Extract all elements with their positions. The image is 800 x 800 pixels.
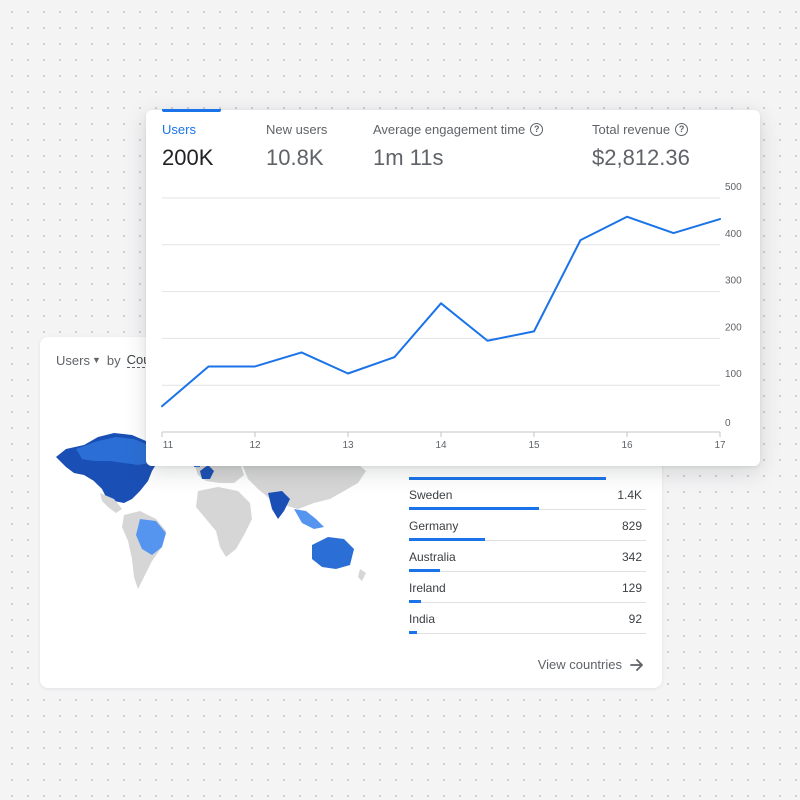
dropdown-caret-icon[interactable]: ▼ <box>91 355 101 365</box>
help-icon[interactable]: ? <box>675 123 689 136</box>
map-region-japan[interactable] <box>348 471 356 485</box>
metric-label: Users <box>162 122 196 137</box>
country-share-bar <box>409 477 606 480</box>
map-region-new-zealand[interactable] <box>358 569 366 581</box>
card-header: Users ▼ by Cou <box>56 352 151 368</box>
country-row[interactable]: Germany 829 <box>409 510 646 541</box>
users-line-chart[interactable]: 0 100 200 300 400 500 11 12 13 14 15 16 17 <box>146 110 760 466</box>
y-tick-label: 0 <box>725 418 731 429</box>
metrics-card: Users 200K New users 10.8K Average engag… <box>146 109 760 466</box>
y-tick-label: 500 <box>725 182 742 193</box>
map-region-usa[interactable] <box>84 465 150 495</box>
metric-value: $2,812.36 <box>592 145 690 170</box>
country-row[interactable]: India 92 <box>409 603 646 634</box>
x-tick-label: 12 <box>249 440 261 451</box>
partial-country-row <box>409 477 646 480</box>
dimension-selector[interactable]: Cou <box>126 352 151 368</box>
y-tick-label: 300 <box>725 276 742 287</box>
country-name: Australia <box>409 550 456 564</box>
country-share-bar <box>409 600 421 603</box>
metric-value: 10.8K <box>266 145 324 170</box>
metric-selector[interactable]: Users <box>56 352 90 368</box>
country-share-bar <box>409 507 540 510</box>
metric-value: 1m 11s <box>373 145 444 170</box>
metric-label: Average engagement time ? <box>373 122 544 137</box>
country-value: 129 <box>621 581 642 595</box>
series-line <box>161 215 721 408</box>
map-region-india[interactable] <box>268 491 290 519</box>
map-region-mexico[interactable] <box>100 493 122 513</box>
country-share-bar <box>409 569 440 572</box>
x-tick-label: 16 <box>621 440 633 451</box>
map-region-africa[interactable] <box>196 487 252 557</box>
metric-label-text: Average engagement time <box>373 122 526 137</box>
x-tick-label: 13 <box>342 440 354 451</box>
y-tick-label: 400 <box>725 229 742 240</box>
metric-value: 200K <box>162 145 214 170</box>
map-region-southeast-asia[interactable] <box>294 509 324 529</box>
country-list: Sweden 1.4K Germany 829 Australia 342 Ir… <box>409 479 646 634</box>
country-name: India <box>409 612 436 626</box>
country-share-bar <box>409 538 485 541</box>
help-icon[interactable]: ? <box>530 123 544 136</box>
country-value: 1.4K <box>617 488 642 502</box>
country-row[interactable]: Ireland 129 <box>409 572 646 603</box>
by-label: by <box>106 352 121 368</box>
country-name: Sweden <box>409 488 453 502</box>
x-tick-label: 17 <box>714 440 726 451</box>
metric-label-text: Total revenue <box>592 122 671 137</box>
country-name: Germany <box>409 519 459 533</box>
metric-label: Total revenue ? <box>592 122 689 137</box>
metric-label-text: New users <box>266 122 328 137</box>
map-region-australia[interactable] <box>312 537 354 569</box>
map-region-western-europe[interactable] <box>200 465 214 479</box>
metric-label-text: Users <box>162 122 196 137</box>
country-row[interactable]: Australia 342 <box>409 541 646 572</box>
country-value: 92 <box>628 612 642 626</box>
map-region-canada[interactable] <box>76 437 154 465</box>
view-countries-link[interactable]: View countries <box>538 657 644 672</box>
view-countries-label: View countries <box>537 657 622 672</box>
metric-label: New users <box>266 122 327 137</box>
map-region-brazil[interactable] <box>136 519 166 555</box>
active-tab-indicator <box>162 109 221 112</box>
country-value: 342 <box>621 550 642 564</box>
country-value: 829 <box>621 519 642 533</box>
country-share-bar <box>409 631 418 634</box>
x-tick-label: 11 <box>163 440 174 451</box>
country-name: Ireland <box>409 581 446 595</box>
y-tick-label: 100 <box>725 369 742 380</box>
x-tick-label: 15 <box>528 440 540 451</box>
country-row[interactable]: Sweden 1.4K <box>409 479 646 510</box>
arrow-right-icon <box>630 658 643 671</box>
x-tick-label: 14 <box>435 440 447 451</box>
y-tick-label: 200 <box>725 322 742 333</box>
